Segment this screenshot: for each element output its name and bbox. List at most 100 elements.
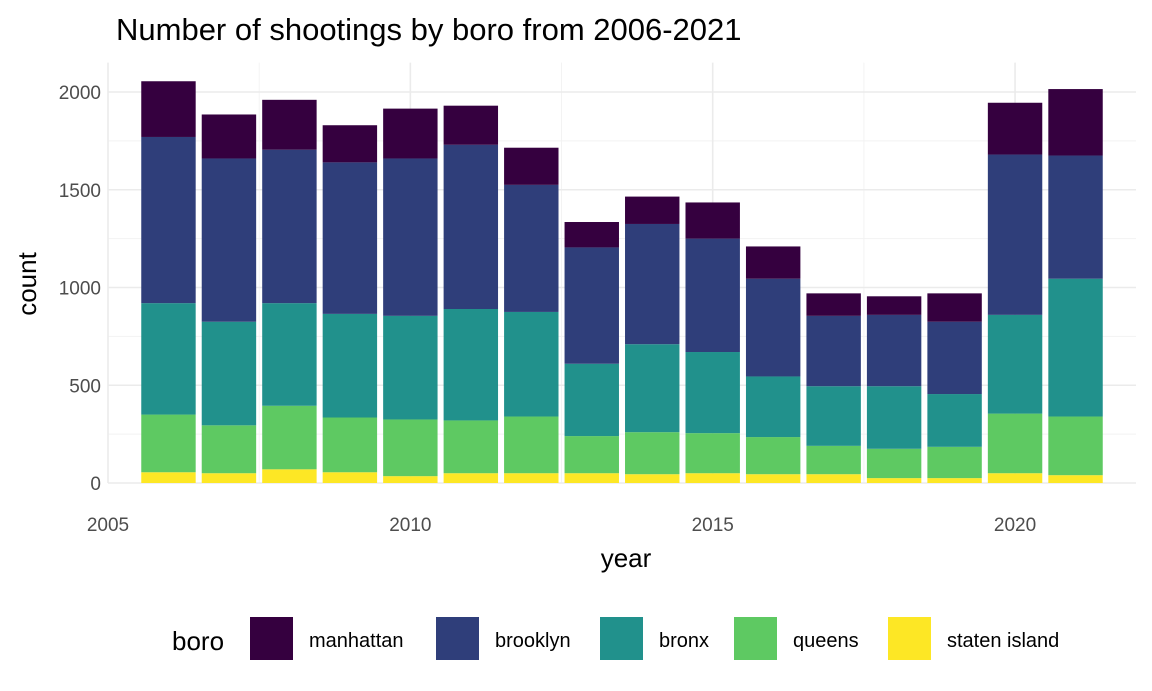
bar-segment-bronx-2007	[201, 321, 257, 426]
bar-segment-queens-2011	[443, 420, 499, 474]
legend-key-queens	[734, 617, 777, 660]
bar-segment-brooklyn-2009	[322, 162, 378, 314]
bar-segment-bronx-2018	[866, 386, 922, 449]
bar-segment-staten-island-2006	[141, 472, 196, 483]
bar-segment-manhattan-2012	[504, 147, 559, 185]
bar-segment-staten-island-2008	[262, 469, 317, 483]
legend-key-brooklyn	[436, 617, 479, 660]
bar-segment-brooklyn-2007	[201, 158, 257, 322]
legend-label: queens	[793, 630, 859, 652]
bar-segment-staten-island-2017	[806, 474, 861, 483]
bar-segment-brooklyn-2015	[685, 238, 740, 353]
bar-segment-queens-2018	[866, 448, 922, 479]
legend-key-bronx	[600, 617, 643, 660]
bar-segment-bronx-2014	[625, 344, 680, 433]
legend-title: boro	[172, 626, 224, 656]
bar-segment-bronx-2021	[1048, 278, 1103, 417]
bar-segment-brooklyn-2020	[987, 154, 1043, 315]
legend: boro manhattan brooklyn bronx queens staten i…	[172, 617, 1059, 660]
x-tick-label: 2010	[389, 515, 431, 536]
y-tick-label: 1000	[59, 279, 101, 300]
bar-segment-queens-2012	[504, 416, 559, 474]
bar-segment-manhattan-2021	[1048, 89, 1103, 156]
bar-segment-bronx-2008	[262, 303, 317, 406]
bar-segment-bronx-2012	[504, 311, 559, 417]
bar-segment-bronx-2016	[745, 376, 801, 438]
bar-segment-manhattan-2018	[866, 296, 922, 315]
x-tick-label: 2020	[994, 515, 1036, 536]
bar-segment-staten-island-2012	[504, 473, 559, 483]
bar-segment-queens-2010	[383, 419, 438, 477]
bar-segment-staten-island-2014	[625, 474, 680, 483]
x-axis-title: year	[601, 543, 652, 573]
bar-segment-brooklyn-2013	[564, 247, 619, 364]
bar-segment-brooklyn-2010	[383, 158, 438, 316]
bar-segment-queens-2021	[1048, 416, 1103, 476]
bar-segment-queens-2019	[927, 446, 982, 479]
bar-segment-staten-island-2009	[322, 472, 378, 483]
bar-segment-bronx-2010	[383, 315, 438, 420]
y-tick-label: 1500	[59, 181, 101, 202]
bar-segment-manhattan-2016	[745, 246, 801, 279]
bar-segment-staten-island-2015	[685, 473, 740, 483]
chart-title: Number of shootings by boro from 2006-20…	[116, 12, 742, 47]
bar-segment-staten-island-2021	[1048, 475, 1103, 483]
y-axis-title: count	[12, 251, 42, 315]
bar-segment-manhattan-2015	[685, 202, 740, 239]
bar-segment-brooklyn-2018	[866, 314, 922, 387]
bar-segment-manhattan-2017	[806, 293, 861, 316]
bar-segment-brooklyn-2021	[1048, 155, 1103, 279]
bar-segment-queens-2020	[987, 413, 1043, 474]
bars	[141, 81, 1103, 483]
bar-segment-queens-2008	[262, 405, 317, 470]
bar-segment-manhattan-2006	[141, 81, 196, 137]
legend-label: staten island	[947, 630, 1059, 652]
bar-segment-brooklyn-2008	[262, 149, 317, 304]
bar-segment-staten-island-2007	[201, 473, 257, 483]
bar-segment-brooklyn-2017	[806, 315, 861, 387]
bar-segment-brooklyn-2012	[504, 184, 559, 312]
legend-label: bronx	[659, 630, 709, 652]
legend-key-manhattan	[250, 617, 293, 660]
bar-segment-manhattan-2011	[443, 105, 499, 145]
x-tick-label: 2005	[87, 515, 129, 536]
bar-segment-staten-island-2011	[443, 473, 499, 483]
bar-segment-manhattan-2020	[987, 102, 1043, 155]
x-tick-labels: 2005 2010 2015 2020	[87, 515, 1036, 536]
bar-segment-staten-island-2018	[866, 478, 922, 483]
bar-segment-staten-island-2013	[564, 473, 619, 483]
bar-segment-bronx-2006	[141, 303, 196, 415]
bar-segment-bronx-2013	[564, 363, 619, 437]
bar-segment-bronx-2017	[806, 386, 861, 446]
bar-segment-queens-2009	[322, 417, 378, 473]
bar-segment-staten-island-2010	[383, 476, 438, 483]
bar-segment-brooklyn-2011	[443, 144, 499, 310]
y-tick-label: 2000	[59, 83, 101, 104]
y-tick-labels: 0 500 1000 1500 2000	[59, 83, 101, 495]
bar-segment-queens-2017	[806, 445, 861, 475]
bar-segment-staten-island-2020	[987, 473, 1043, 483]
bar-segment-manhattan-2013	[564, 222, 619, 248]
x-tick-label: 2015	[692, 515, 734, 536]
bar-segment-manhattan-2008	[262, 99, 317, 150]
bar-segment-bronx-2019	[927, 394, 982, 447]
legend-label: brooklyn	[495, 630, 571, 652]
bar-segment-manhattan-2014	[625, 196, 680, 224]
bar-segment-bronx-2015	[685, 352, 740, 434]
bar-segment-bronx-2009	[322, 313, 378, 418]
legend-key-staten-island	[888, 617, 931, 660]
bar-segment-manhattan-2019	[927, 293, 982, 322]
bar-segment-brooklyn-2016	[745, 278, 801, 377]
bar-segment-brooklyn-2019	[927, 321, 982, 395]
bar-segment-queens-2013	[564, 436, 619, 474]
bar-segment-bronx-2020	[987, 314, 1043, 414]
bar-segment-queens-2016	[745, 437, 801, 475]
bar-segment-queens-2006	[141, 414, 196, 473]
bar-segment-queens-2014	[625, 432, 680, 475]
y-tick-label: 500	[69, 376, 101, 397]
bar-segment-staten-island-2016	[745, 474, 801, 483]
bar-segment-manhattan-2007	[201, 114, 257, 159]
y-tick-label: 0	[90, 474, 101, 495]
bar-segment-queens-2007	[201, 425, 257, 474]
bar-segment-queens-2015	[685, 433, 740, 474]
